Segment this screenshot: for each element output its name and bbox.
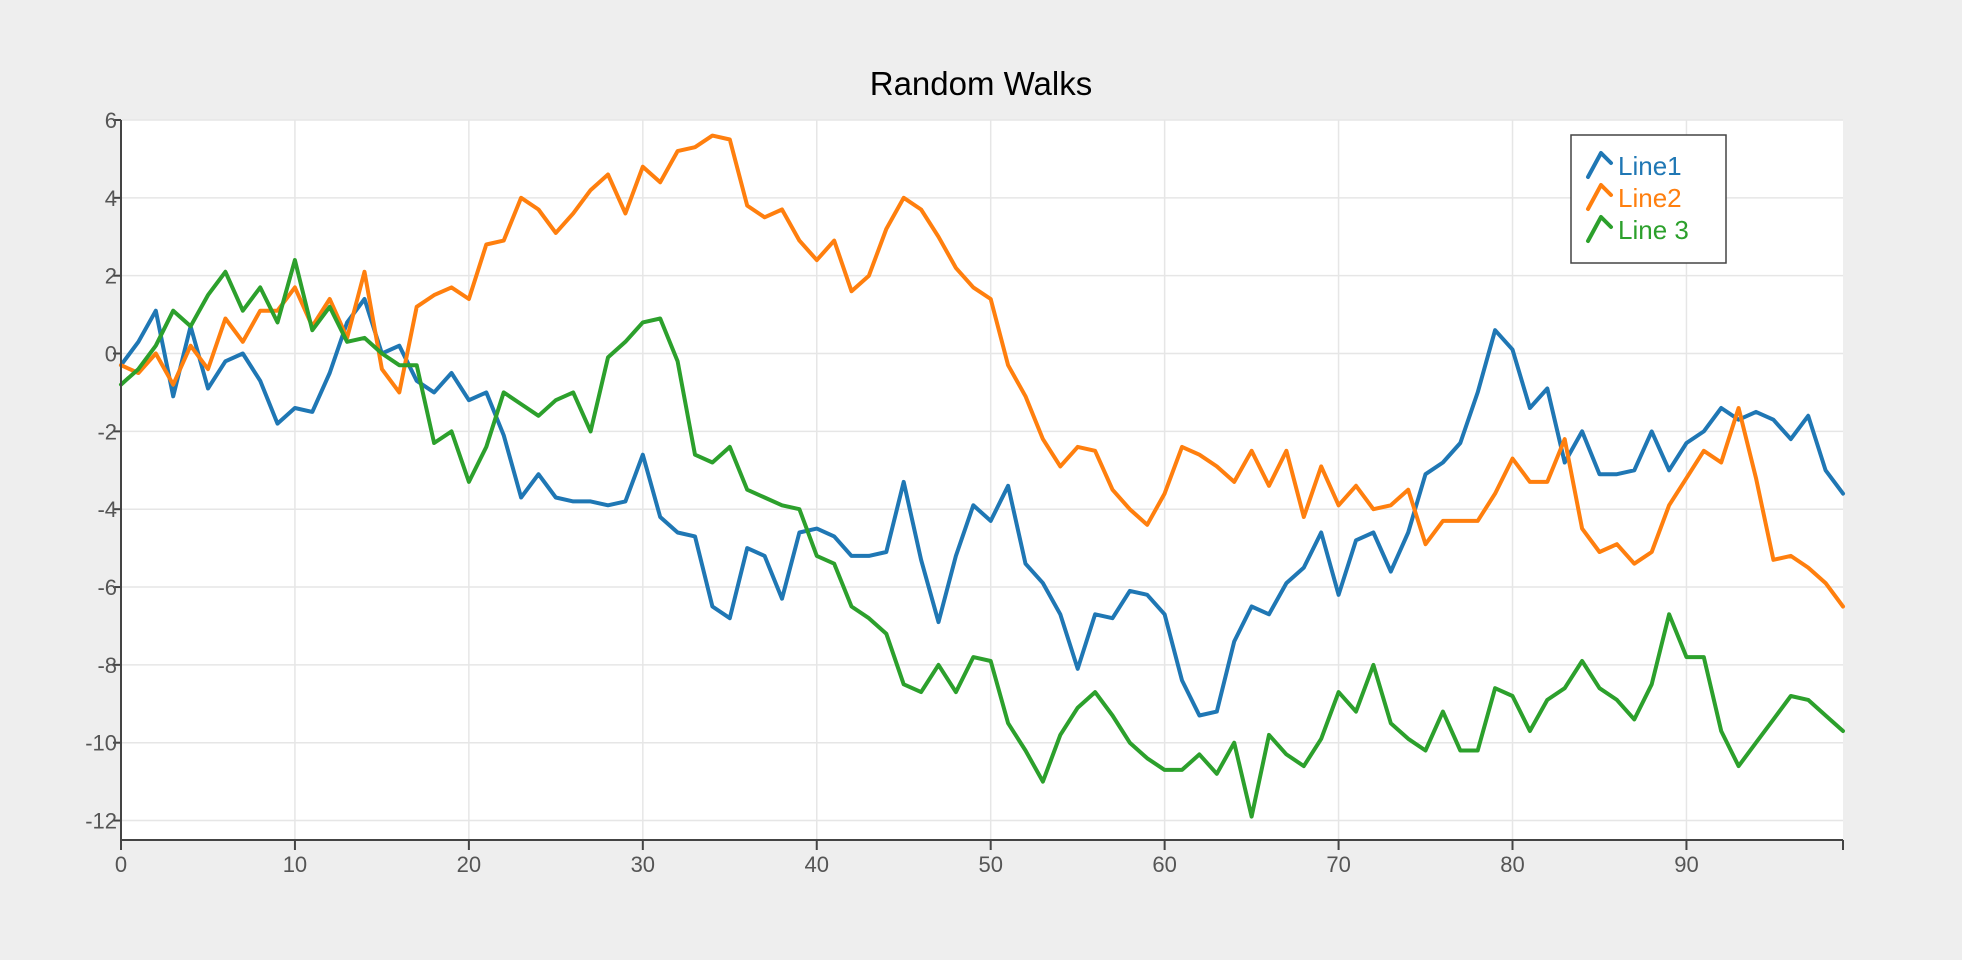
series-lines — [119, 133, 1845, 819]
x-tick-label: 40 — [805, 852, 829, 877]
y-tick-label: -2 — [97, 419, 117, 444]
y-tick-label: 6 — [105, 108, 117, 133]
legend-swatch-2 — [1586, 183, 1613, 211]
y-tick-label: -4 — [97, 497, 117, 522]
y-tick-label: -12 — [85, 809, 117, 834]
legend-swatch-1 — [1586, 151, 1613, 179]
x-tick-label: 70 — [1326, 852, 1350, 877]
series-line-2 — [119, 133, 1845, 609]
y-tick-label: -10 — [85, 731, 117, 756]
legend-label-1: Line1 — [1618, 151, 1682, 181]
legend-label-3: Line 3 — [1618, 215, 1689, 245]
y-tick-label: 2 — [105, 264, 117, 289]
x-tick-label: 30 — [631, 852, 655, 877]
y-tick-label: 4 — [105, 186, 117, 211]
legend-box — [1570, 134, 1727, 264]
chart-title: Random Walks — [870, 65, 1093, 102]
x-tick-label: 10 — [283, 852, 307, 877]
y-tick-label: -6 — [97, 575, 117, 600]
y-tick-label: -8 — [97, 653, 117, 678]
y-tick-label: 0 — [105, 342, 117, 367]
x-tick-label: 20 — [457, 852, 481, 877]
legend-swatch-3 — [1586, 215, 1613, 243]
x-tick-label: 0 — [115, 852, 127, 877]
series-line-3 — [119, 258, 1845, 819]
legend-label-2: Line2 — [1618, 183, 1682, 213]
x-tick-label: 90 — [1674, 852, 1698, 877]
x-tick-label: 80 — [1500, 852, 1524, 877]
x-tick-label: 60 — [1152, 852, 1176, 877]
plot-area — [121, 120, 1843, 840]
x-tick-label: 50 — [978, 852, 1002, 877]
